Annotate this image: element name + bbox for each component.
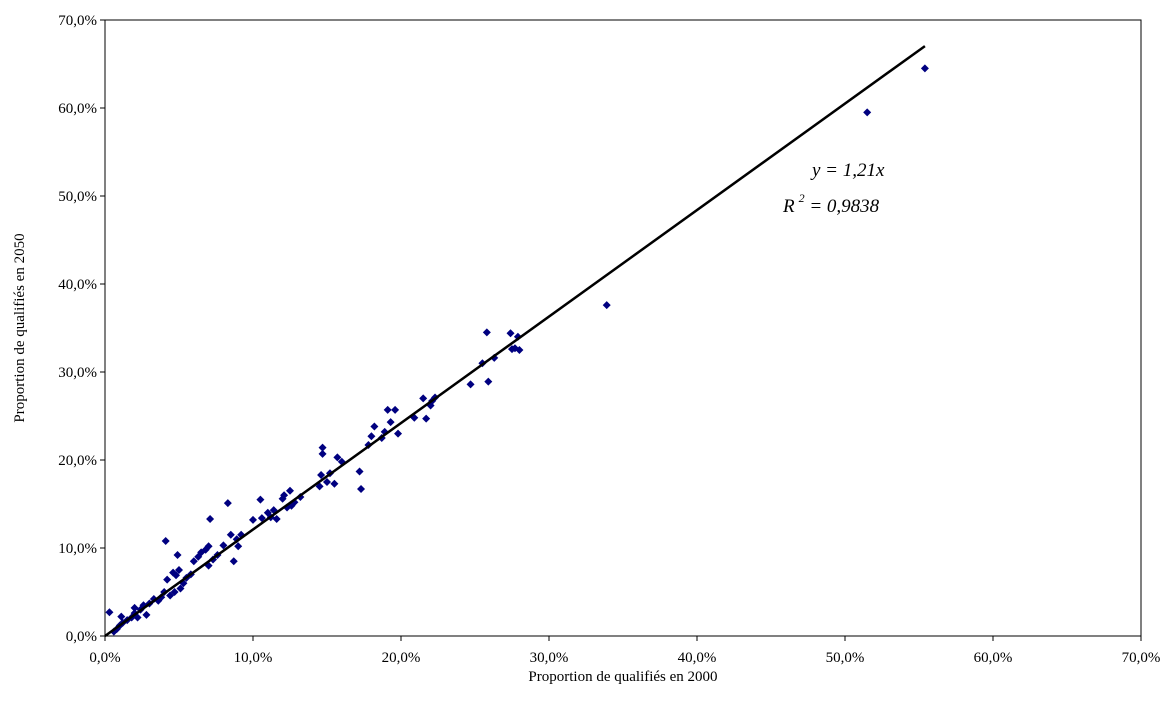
data-point — [367, 432, 376, 441]
data-point — [170, 588, 179, 596]
data-point — [863, 108, 872, 117]
y-tick-label: 30,0% — [58, 365, 97, 381]
r-squared-prefix: R — [782, 196, 795, 217]
y-tick-label: 10,0% — [58, 541, 97, 557]
data-point — [163, 575, 172, 584]
data-point — [318, 443, 327, 452]
y-tick-label: 0,0% — [66, 629, 97, 645]
y-tick-label: 40,0% — [58, 277, 97, 293]
data-point — [130, 603, 139, 612]
data-point — [515, 346, 524, 354]
x-tick-label: 20,0% — [382, 650, 421, 666]
data-point — [280, 491, 289, 500]
data-points — [105, 64, 929, 636]
y-axis-ticks: 0,0% 10,0% 20,0% 30,0% 40,0% 50,0% 60,0% 70,0% — [58, 13, 105, 645]
data-point — [391, 405, 400, 414]
data-point — [189, 557, 198, 566]
data-point — [466, 380, 475, 389]
data-point — [272, 514, 281, 523]
x-tick-label: 10,0% — [234, 650, 273, 666]
data-point — [161, 536, 170, 545]
data-point — [226, 530, 235, 539]
data-point — [172, 571, 181, 580]
data-point — [419, 394, 428, 403]
data-point — [229, 557, 238, 566]
data-point — [333, 453, 342, 462]
trendline — [104, 45, 926, 638]
data-point — [173, 551, 182, 560]
data-point — [394, 429, 403, 438]
plot-area — [104, 19, 1142, 637]
data-point — [506, 329, 515, 338]
data-point — [318, 449, 327, 458]
data-point — [317, 470, 326, 479]
data-point — [219, 541, 228, 550]
data-point — [386, 418, 395, 427]
data-point — [330, 479, 339, 488]
data-point — [370, 422, 379, 431]
data-point — [484, 377, 493, 386]
data-point — [602, 301, 611, 310]
data-point — [142, 610, 151, 619]
data-point — [234, 542, 243, 551]
y-tick-label: 60,0% — [58, 101, 97, 117]
data-point — [920, 64, 929, 73]
y-tick-label: 50,0% — [58, 189, 97, 205]
data-point — [357, 485, 366, 494]
data-point — [117, 612, 126, 621]
data-point — [323, 478, 331, 486]
y-tick-label: 70,0% — [58, 13, 97, 29]
x-tick-label: 30,0% — [530, 650, 569, 666]
data-point — [257, 514, 266, 523]
x-tick-label: 50,0% — [826, 650, 865, 666]
data-point — [206, 514, 215, 523]
x-tick-label: 70,0% — [1122, 650, 1161, 666]
data-point — [422, 414, 431, 423]
data-point — [175, 566, 183, 574]
x-tick-label: 40,0% — [678, 650, 717, 666]
data-point — [204, 542, 213, 551]
r-squared-value: = 0,9838 — [805, 196, 880, 217]
data-point — [223, 499, 232, 508]
data-point — [355, 467, 364, 476]
x-tick-label: 60,0% — [974, 650, 1013, 666]
data-point — [256, 495, 265, 504]
r-squared-exponent: 2 — [799, 191, 805, 205]
x-tick-label: 0,0% — [89, 650, 120, 666]
y-tick-label: 20,0% — [58, 453, 97, 469]
y-axis-title: Proportion de qualifiés en 2050 — [12, 233, 28, 422]
data-point — [105, 608, 114, 617]
trendline-equation: y = 1,21x — [810, 160, 885, 181]
data-point — [383, 405, 392, 414]
data-point — [249, 515, 257, 524]
data-point — [482, 328, 491, 337]
x-axis-title: Proportion de qualifiés en 2000 — [528, 669, 717, 685]
x-axis-ticks: 0,0% 10,0% 20,0% 30,0% 40,0% 50,0% 60,0% 70,0% — [89, 636, 1160, 666]
data-point — [176, 584, 185, 593]
data-point — [286, 486, 294, 495]
